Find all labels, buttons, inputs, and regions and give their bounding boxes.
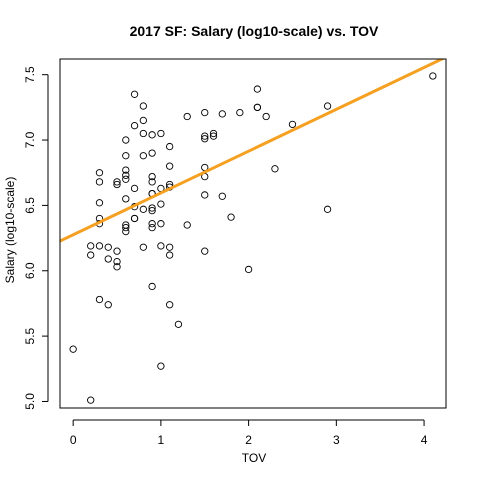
data-point bbox=[323, 205, 332, 213]
data-point bbox=[113, 263, 121, 271]
data-point bbox=[122, 136, 130, 144]
data-point bbox=[139, 205, 147, 213]
data-point bbox=[209, 129, 218, 138]
data-point bbox=[209, 132, 218, 140]
data-point bbox=[157, 220, 165, 228]
data-point bbox=[87, 396, 95, 404]
x-tick-label: 2 bbox=[245, 433, 252, 447]
data-point bbox=[69, 345, 77, 353]
data-point bbox=[201, 135, 209, 143]
data-point bbox=[201, 108, 209, 117]
data-point bbox=[218, 192, 226, 200]
data-point bbox=[201, 191, 209, 199]
data-point bbox=[166, 243, 174, 251]
data-point bbox=[157, 129, 165, 138]
y-tick-label: 5.0 bbox=[23, 393, 37, 410]
data-point bbox=[183, 221, 191, 229]
data-point bbox=[122, 195, 130, 203]
x-axis-label: TOV bbox=[242, 451, 266, 465]
data-point bbox=[139, 129, 147, 138]
data-point bbox=[157, 362, 165, 370]
data-point bbox=[113, 180, 121, 189]
data-point bbox=[130, 90, 139, 98]
data-point bbox=[122, 152, 130, 160]
data-point bbox=[148, 204, 156, 212]
data-point bbox=[166, 301, 174, 309]
y-axis-label: Salary (log10-scale) bbox=[3, 177, 17, 284]
data-point bbox=[122, 166, 130, 174]
y-tick-label: 6.0 bbox=[23, 262, 37, 279]
data-point bbox=[148, 131, 156, 139]
data-point bbox=[148, 206, 156, 215]
data-point bbox=[87, 242, 95, 250]
data-point bbox=[227, 213, 235, 221]
data-point bbox=[166, 142, 174, 151]
data-point bbox=[148, 178, 156, 186]
data-point bbox=[95, 169, 104, 177]
data-point bbox=[104, 301, 112, 309]
fit-line bbox=[60, 59, 446, 243]
data-point bbox=[166, 162, 174, 170]
data-point bbox=[201, 247, 209, 255]
data-point bbox=[113, 257, 121, 266]
data-point bbox=[122, 227, 130, 236]
data-point bbox=[262, 112, 270, 121]
data-point bbox=[95, 295, 104, 304]
data-point bbox=[148, 149, 156, 157]
data-point bbox=[130, 184, 139, 193]
data-point bbox=[323, 102, 332, 110]
data-point bbox=[244, 265, 253, 274]
data-point bbox=[166, 251, 174, 259]
data-point bbox=[148, 220, 156, 228]
data-point bbox=[148, 172, 156, 181]
data-point bbox=[113, 178, 121, 186]
data-point bbox=[95, 242, 104, 250]
x-tick-label: 1 bbox=[158, 433, 165, 447]
y-tick-label: 6.5 bbox=[23, 197, 37, 214]
data-point bbox=[130, 214, 139, 223]
data-point bbox=[122, 171, 130, 179]
data-point bbox=[148, 223, 156, 232]
data-point bbox=[236, 108, 244, 117]
data-point bbox=[95, 199, 104, 207]
data-point bbox=[122, 223, 130, 232]
data-point bbox=[139, 102, 147, 110]
data-point bbox=[139, 116, 147, 125]
x-tick-label: 3 bbox=[333, 433, 340, 447]
data-point bbox=[253, 103, 262, 112]
data-point bbox=[87, 251, 95, 259]
x-tick-label: 0 bbox=[70, 433, 77, 447]
data-point bbox=[104, 255, 112, 263]
y-tick-label: 5.5 bbox=[23, 327, 37, 344]
axes: 0 1 2 3 4 5.0 5.5 6.0 6.5 7.0 7.5 bbox=[23, 58, 447, 447]
data-point bbox=[130, 122, 139, 130]
plot-frame bbox=[59, 58, 447, 409]
data-point bbox=[139, 243, 147, 251]
data-point bbox=[113, 247, 121, 255]
chart-title: 2017 SF: Salary (log10-scale) vs. TOV bbox=[130, 23, 379, 39]
data-point bbox=[253, 85, 262, 93]
x-tick-label: 4 bbox=[421, 433, 428, 447]
data-point bbox=[429, 72, 437, 80]
data-point bbox=[122, 175, 130, 183]
data-point bbox=[157, 200, 165, 208]
data-point bbox=[183, 112, 191, 121]
data-point bbox=[218, 110, 226, 118]
data-point bbox=[148, 282, 156, 291]
data-point bbox=[271, 165, 279, 173]
data-point bbox=[174, 320, 183, 328]
data-point bbox=[157, 242, 165, 250]
y-tick-label: 7.0 bbox=[23, 131, 37, 148]
data-point bbox=[104, 243, 112, 251]
y-tick-label: 7.5 bbox=[23, 66, 37, 83]
data-point bbox=[139, 152, 147, 160]
data-point bbox=[288, 120, 297, 129]
data-point bbox=[201, 132, 209, 140]
plot-area bbox=[60, 59, 446, 404]
data-point bbox=[95, 178, 104, 186]
